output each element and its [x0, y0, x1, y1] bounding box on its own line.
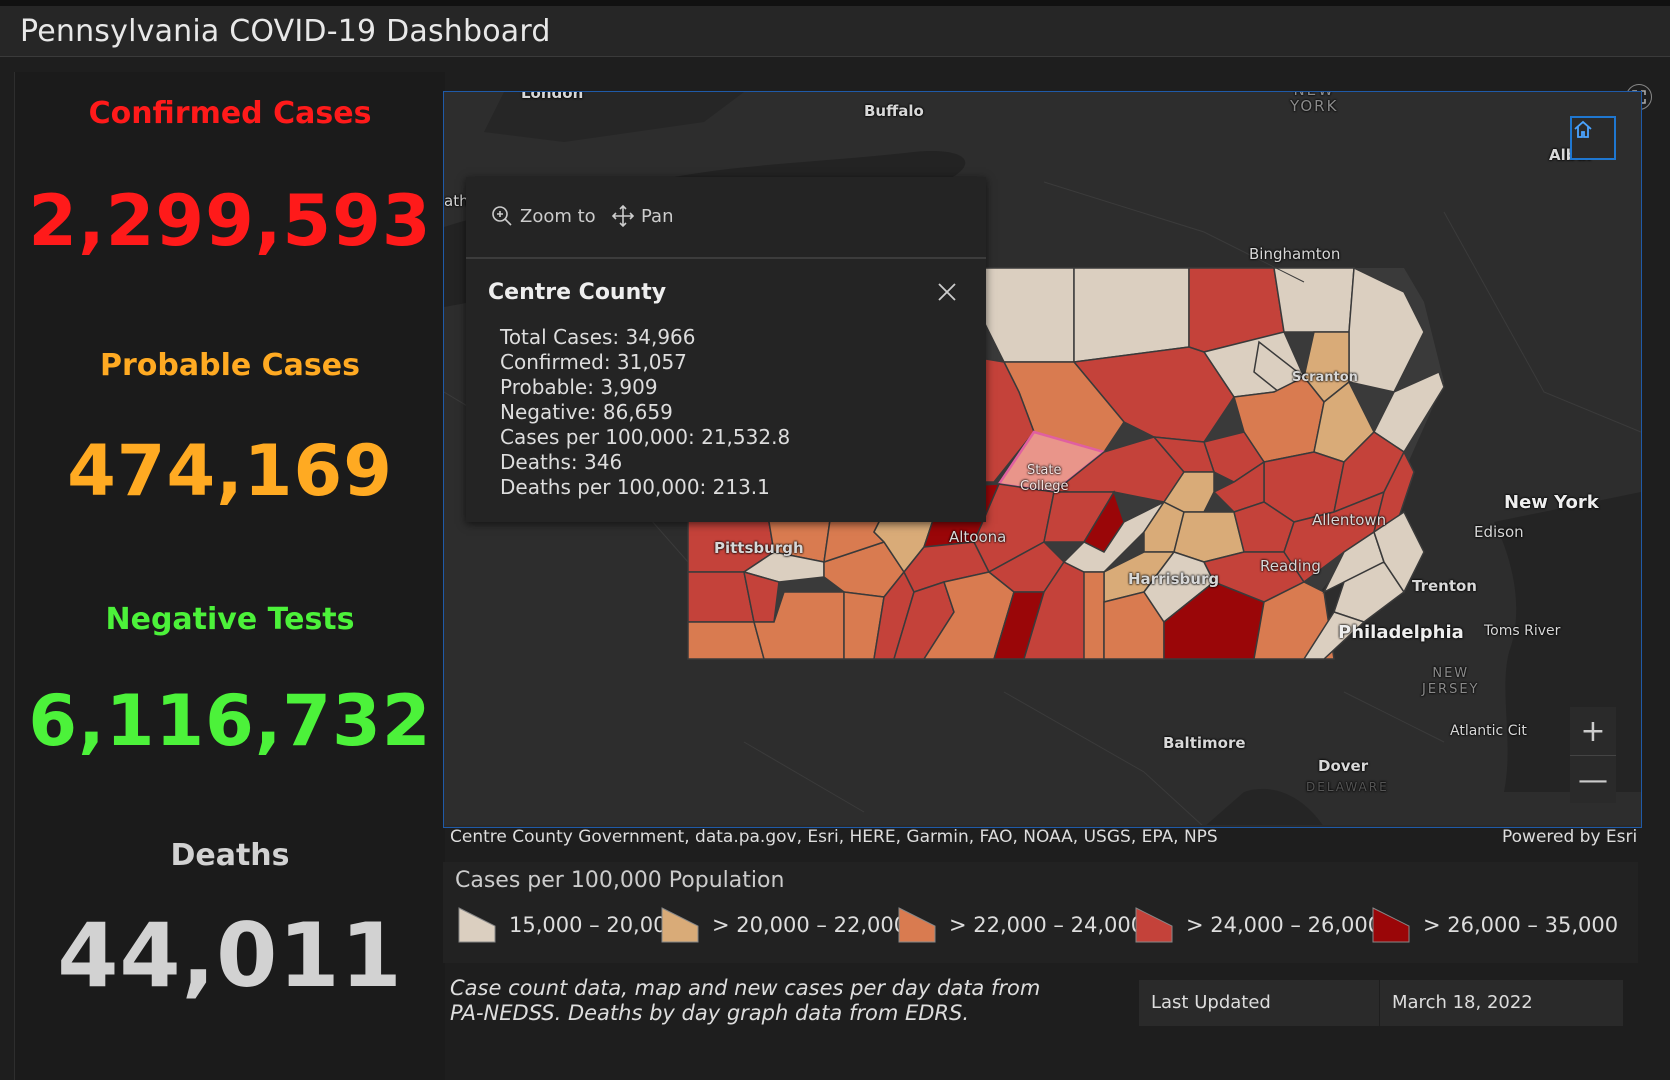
label-dover: Dover — [1318, 757, 1369, 775]
popup-confirmed: Confirmed: 31,057 — [500, 350, 687, 374]
app-title: Pennsylvania COVID-19 Dashboard — [20, 14, 551, 49]
home-icon — [1574, 120, 1592, 138]
legend-title: Cases per 100,000 Population — [455, 868, 785, 893]
legend-label-4: > 24,000 – 26,000 — [1186, 913, 1382, 937]
pan-icon — [611, 204, 635, 228]
label-state-college: State College — [1020, 463, 1069, 494]
label-new-jersey: NEW JERSEY — [1422, 666, 1480, 697]
label-reading: Reading — [1260, 557, 1321, 575]
zoom-to-icon — [492, 206, 512, 226]
last-updated-table: Last Updated March 18, 2022 — [1139, 980, 1623, 1026]
label-toms-river: Toms River — [1484, 623, 1561, 639]
zoom-controls: + — — [1570, 707, 1616, 803]
map-attribution[interactable]: Centre County Government, data.pa.gov, E… — [450, 827, 1218, 847]
popup-body: Total Cases: 34,966 Confirmed: 31,057 Pr… — [500, 325, 790, 500]
legend-swatch-5 — [1372, 907, 1410, 943]
popup-probable: Probable: 3,909 — [500, 375, 658, 399]
label-atlantic-city: Atlantic Cit — [1450, 723, 1527, 739]
close-icon[interactable] — [936, 281, 958, 303]
top-strip — [0, 0, 1670, 6]
popup-actions: Zoom to Pan — [466, 177, 986, 259]
probable-cases-label: Probable Cases — [100, 348, 360, 383]
last-updated-divider — [1379, 980, 1380, 1026]
label-binghamton: Binghamton — [1249, 245, 1341, 263]
top-bar: Pennsylvania COVID-19 Dashboard — [0, 0, 1670, 57]
legend-swatch-4 — [1135, 907, 1173, 943]
label-harrisburg: Harrisburg — [1128, 570, 1220, 588]
zoom-in-button[interactable]: + — [1580, 713, 1606, 749]
legend-swatch-1 — [458, 907, 496, 943]
label-new-york-city: New York — [1504, 492, 1599, 513]
legend: Cases per 100,000 Population 15,000 – 20… — [443, 862, 1638, 963]
label-baltimore: Baltimore — [1163, 734, 1246, 752]
attribution-bar — [444, 825, 1641, 827]
legend-item-4: > 24,000 – 26,000 — [1134, 906, 1381, 944]
zoom-divider — [1570, 755, 1616, 756]
legend-label-2: > 20,000 – 22,000 — [712, 913, 908, 937]
legend-label-1: 15,000 – 20,000 — [509, 913, 680, 937]
popup-negative: Negative: 86,659 — [500, 400, 673, 424]
negative-tests-label: Negative Tests — [105, 602, 355, 637]
label-altoona: Altoona — [949, 528, 1007, 546]
data-source-note: Case count data, map and new cases per d… — [450, 976, 1041, 1025]
legend-item-1: 15,000 – 20,000 — [457, 906, 680, 944]
label-london: London — [521, 91, 584, 102]
confirmed-cases-label: Confirmed Cases — [88, 96, 372, 131]
deaths-label: Deaths — [170, 838, 290, 873]
legend-label-3: > 22,000 – 24,000 — [949, 913, 1145, 937]
last-updated-value: March 18, 2022 — [1392, 992, 1533, 1013]
label-allentown: Allentown — [1312, 511, 1387, 529]
legend-item-3: > 22,000 – 24,000 — [897, 906, 1144, 944]
powered-by-esri[interactable]: Powered by Esri — [1502, 827, 1638, 847]
legend-swatch-2 — [661, 907, 699, 943]
legend-swatch-3 — [898, 907, 936, 943]
label-delaware: DELAWARE — [1306, 780, 1389, 794]
home-button[interactable] — [1570, 116, 1616, 160]
legend-item-5: > 26,000 – 35,000 — [1371, 906, 1618, 944]
label-edge: ath — [444, 192, 469, 210]
legend-item-2: > 20,000 – 22,000 — [660, 906, 907, 944]
popup-deaths-per-100k: Deaths per 100,000: 213.1 — [500, 475, 770, 499]
label-new-york-state: NEW YORK — [1290, 92, 1339, 115]
label-buffalo: Buffalo — [864, 102, 924, 120]
zoom-to-label: Zoom to — [520, 205, 596, 227]
confirmed-cases-value: 2,299,593 — [28, 180, 432, 262]
legend-label-5: > 26,000 – 35,000 — [1423, 913, 1619, 937]
zoom-out-button[interactable]: — — [1578, 762, 1608, 798]
last-updated-label: Last Updated — [1151, 992, 1271, 1013]
popup-total-cases: Total Cases: 34,966 — [500, 325, 696, 349]
label-pittsburgh: Pittsburgh — [714, 539, 804, 557]
label-trenton: Trenton — [1412, 577, 1477, 595]
popup-deaths: Deaths: 346 — [500, 450, 623, 474]
deaths-value: 44,011 — [57, 904, 403, 1007]
popup-cases-per-100k: Cases per 100,000: 21,532.8 — [500, 425, 791, 449]
label-edison: Edison — [1474, 523, 1524, 541]
stats-panel: Confirmed Cases 2,299,593 Probable Cases… — [14, 72, 445, 1080]
probable-cases-value: 474,169 — [67, 430, 393, 512]
pan-label: Pan — [641, 205, 674, 227]
negative-tests-value: 6,116,732 — [28, 680, 432, 762]
pan-button[interactable]: Pan — [611, 204, 673, 228]
zoom-to-button[interactable]: Zoom to — [490, 204, 596, 228]
popup-title: Centre County — [488, 280, 667, 305]
county-popup: Zoom to Pan Centre County Total Cases: 3… — [466, 177, 986, 522]
label-philadelphia: Philadelphia — [1338, 622, 1464, 643]
label-scranton: Scranton — [1292, 370, 1358, 385]
